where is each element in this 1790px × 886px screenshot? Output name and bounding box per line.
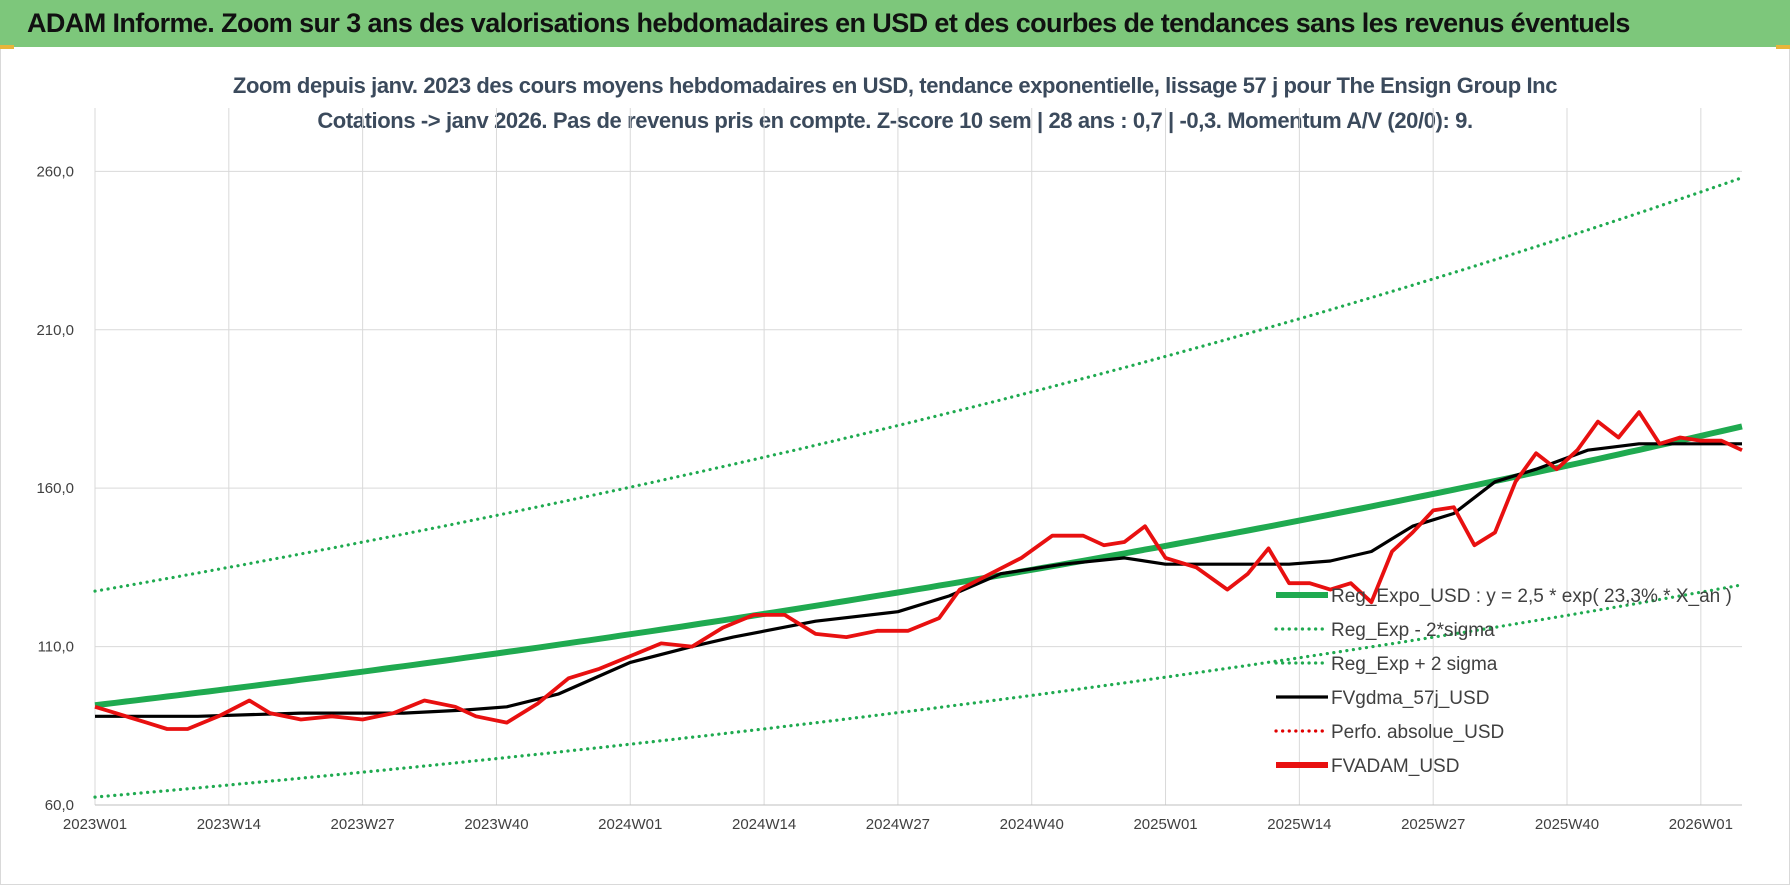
x-axis: 2023W01 2023W14 2023W27 2023W40 2024W01 2024W… [63, 816, 1733, 833]
legend-label: FVgdma_57j_USD [1331, 688, 1489, 709]
x-tick-label: 2025W14 [1267, 816, 1331, 833]
corner-marker [1776, 45, 1790, 49]
corner-marker [0, 45, 14, 49]
y-tick-label: 110,0 [38, 639, 74, 656]
chart-title: Zoom depuis janv. 2023 des cours moyens … [232, 73, 1558, 98]
y-axis: 60,0 110,0 160,0 210,0 260,0 [36, 163, 74, 814]
x-tick-label: 2023W01 [63, 816, 127, 833]
legend-label: Reg_Exp + 2 sigma [1331, 654, 1498, 675]
legend-label: Reg_Expo_USD : y = 2,5 * exp( 23,3% * X_… [1331, 586, 1732, 607]
x-tick-label: 2023W40 [464, 816, 528, 833]
gridlines [94, 108, 1742, 806]
x-tick-label: 2023W14 [197, 816, 261, 833]
series-line-2 [93, 176, 1744, 593]
x-tick-label: 2024W01 [598, 816, 662, 833]
legend-label: Reg_Exp - 2*sigma [1331, 620, 1495, 641]
x-tick-label: 2026W01 [1669, 816, 1733, 833]
y-tick-label: 260,0 [36, 163, 74, 180]
chart-subtitle: Cotations -> janv 2026. Pas de revenus p… [317, 108, 1473, 133]
x-tick-label: 2025W01 [1133, 816, 1197, 833]
x-tick-label: 2025W27 [1401, 816, 1465, 833]
legend: Reg_Expo_USD : y = 2,5 * exp( 23,3% * X_… [1274, 586, 1732, 777]
x-tick-label: 2024W14 [732, 816, 796, 833]
series-line-5 [94, 410, 1743, 731]
x-tick-label: 2024W40 [1000, 816, 1064, 833]
legend-label: FVADAM_USD [1331, 756, 1459, 777]
x-tick-label: 2024W27 [866, 816, 930, 833]
chart-frame [0, 47, 1790, 885]
series-line-0 [94, 423, 1743, 709]
y-tick-label: 60,0 [45, 797, 74, 814]
report-banner: ADAM Informe. Zoom sur 3 ans des valoris… [0, 0, 1790, 48]
report-title: ADAM Informe. Zoom sur 3 ans des valoris… [27, 8, 1630, 38]
legend-label: Perfo. absolue_USD [1331, 722, 1504, 743]
x-tick-label: 2023W27 [331, 816, 395, 833]
series-line-3 [95, 442, 1742, 718]
series-lines [93, 176, 1744, 799]
series-line-1 [93, 583, 1744, 799]
x-tick-label: 2025W40 [1535, 816, 1599, 833]
y-tick-label: 160,0 [36, 480, 74, 497]
y-tick-label: 210,0 [36, 322, 74, 339]
